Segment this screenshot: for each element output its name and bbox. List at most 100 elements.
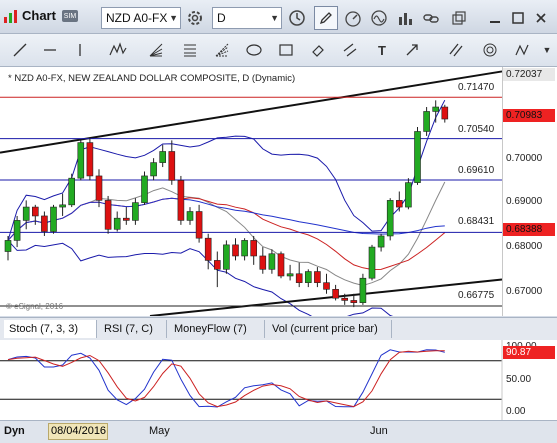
candle-body — [368, 246, 376, 279]
axis-price-label: 0.69000 — [506, 196, 543, 207]
wave-icon[interactable] — [368, 7, 390, 29]
maximize-icon[interactable] — [507, 7, 529, 29]
candle-body — [341, 297, 349, 301]
sim-badge-icon[interactable]: SIM — [62, 10, 78, 22]
chart-app-icon — [3, 8, 19, 24]
symbol-input[interactable]: NZD A0-FX ▼ — [101, 7, 181, 29]
level-label: 0.69610 — [458, 165, 495, 176]
indicator-axis-label: 0.00 — [506, 406, 526, 417]
close-icon[interactable] — [530, 7, 552, 29]
title-bar: Chart SIM NZD A0-FX ▼ D ▼ — [0, 0, 557, 34]
price-axis[interactable] — [502, 67, 557, 316]
candle-body — [195, 211, 203, 239]
candle-body — [432, 106, 440, 112]
trendline-tool-icon[interactable] — [10, 40, 30, 60]
top-price-tag: 0.72037 — [503, 68, 555, 81]
candle-body — [314, 271, 321, 283]
candle-body — [159, 151, 166, 163]
link-chain-icon[interactable] — [420, 7, 442, 29]
candle-body — [241, 240, 248, 257]
candle-body — [95, 175, 103, 201]
fibonacci-tool-icon[interactable] — [180, 40, 200, 60]
toolbar-chevron-down-icon[interactable]: ▼ — [542, 45, 552, 55]
minimize-icon[interactable] — [484, 7, 506, 29]
fan-tool-icon[interactable] — [146, 40, 166, 60]
tab-stoch[interactable]: Stoch (7, 3, 3) — [4, 320, 97, 338]
interval-value: D — [217, 11, 226, 25]
date-value: 08/04/2016 — [51, 425, 107, 437]
copyright-label: © eSignal, 2016 — [6, 302, 64, 311]
lower-trend-line — [149, 278, 503, 317]
candle-body — [304, 271, 312, 283]
candle-body — [232, 244, 239, 257]
tab-rsi[interactable]: RSI (7, C) — [99, 320, 167, 338]
candle-body — [250, 240, 257, 257]
indicator-value-tag: 90.87 — [503, 346, 555, 359]
chevron-down-icon[interactable]: ▼ — [169, 13, 178, 23]
price-chart[interactable] — [0, 67, 557, 366]
candle-body — [141, 175, 148, 203]
stochastic-k-line — [7, 349, 445, 408]
text-tool-icon[interactable]: T — [378, 42, 386, 58]
channel-tool-icon[interactable] — [340, 40, 360, 60]
tab-moneyflow[interactable]: MoneyFlow (7) — [169, 320, 265, 338]
speedometer-icon[interactable] — [342, 7, 364, 29]
candle-body — [132, 202, 139, 221]
vertical-line-tool-icon[interactable] — [70, 40, 90, 60]
arrow-tool-icon[interactable] — [402, 40, 422, 60]
candle-body — [104, 200, 112, 230]
candle-body — [323, 282, 330, 290]
moving-average-blue-line — [7, 197, 445, 241]
interval-input[interactable]: D ▼ — [212, 7, 282, 29]
candle-body — [113, 217, 121, 230]
candle-body — [277, 253, 285, 277]
candle-body — [22, 206, 30, 221]
stochastic-pane[interactable] — [0, 340, 557, 420]
candle-body — [50, 206, 57, 232]
candle-body — [150, 162, 157, 177]
upper-band-line — [7, 99, 446, 241]
target-tool-icon[interactable] — [480, 40, 500, 60]
window-title: Chart — [22, 8, 56, 23]
pencil-icon[interactable] — [314, 6, 338, 30]
candle-body — [86, 142, 94, 177]
tab-volume[interactable]: Vol (current price bar) — [267, 320, 392, 338]
level-label: 0.66775 — [458, 290, 495, 301]
clock-icon[interactable] — [286, 7, 308, 29]
ellipse-tool-icon[interactable] — [244, 40, 264, 60]
candle-body — [68, 177, 75, 206]
eraser-tool-icon[interactable] — [308, 40, 328, 60]
window-restore-icon[interactable] — [448, 7, 470, 29]
candle-body — [377, 235, 385, 248]
chevron-down-icon[interactable]: ▼ — [270, 13, 279, 23]
axis-price-label: 0.67000 — [506, 286, 543, 297]
candle-body — [359, 277, 367, 303]
rectangle-tool-icon[interactable] — [276, 40, 296, 60]
horizontal-line-tool-icon[interactable] — [40, 40, 60, 60]
candle-body — [186, 211, 194, 221]
price-chart-svg — [0, 70, 503, 366]
candle-body — [259, 255, 267, 270]
stochastic-svg — [0, 340, 503, 420]
level-label: 0.70540 — [458, 124, 495, 135]
gear-icon[interactable] — [184, 7, 206, 29]
zigzag-tool-icon[interactable] — [512, 40, 532, 60]
candle-body — [123, 217, 130, 221]
candle-body — [386, 200, 394, 237]
candle-body — [423, 111, 430, 132]
candle-body — [204, 237, 212, 261]
candle-body — [332, 289, 339, 299]
candle-body — [77, 142, 85, 179]
fib-fan-tool-icon[interactable] — [212, 40, 232, 60]
candle-body — [177, 180, 185, 221]
date-box[interactable]: 08/04/2016 — [48, 423, 108, 440]
mode-label[interactable]: Dyn — [4, 425, 25, 437]
drawing-toolbar: T ▼ — [0, 34, 557, 67]
elliott-wave-tool-icon[interactable] — [108, 40, 128, 60]
time-axis-bar: Dyn 08/04/2016 May Jun — [0, 420, 557, 443]
month-label-may: May — [149, 425, 170, 437]
month-label-jun: Jun — [370, 425, 388, 437]
candle-body — [295, 273, 303, 283]
bar-chart-icon[interactable] — [394, 7, 416, 29]
parallel-lines-tool-icon[interactable] — [446, 40, 466, 60]
